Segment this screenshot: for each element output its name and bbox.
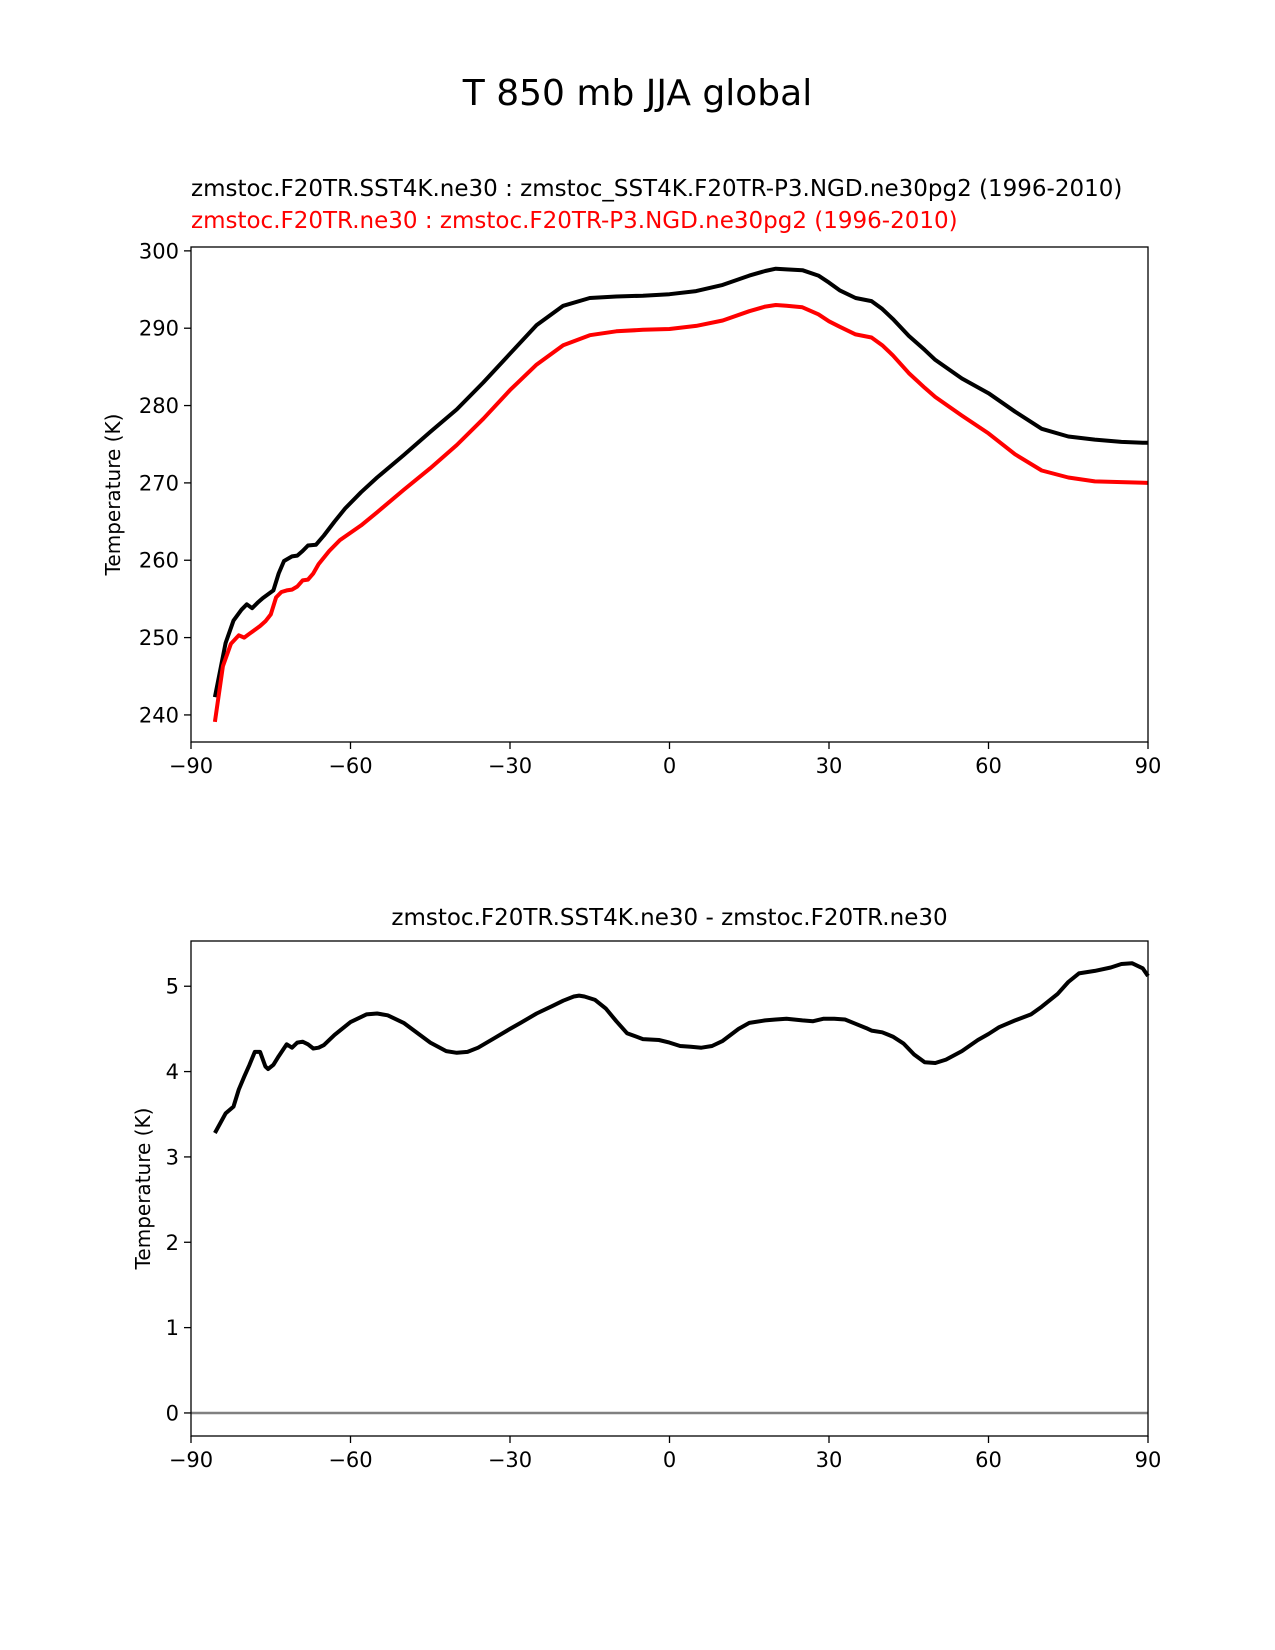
bottom-chart-y-axis-label: Temperature (K): [131, 1108, 155, 1271]
bottom-chart-y-tick-label: 0: [166, 1401, 179, 1425]
bottom-chart-x-tick-label: −60: [328, 1448, 372, 1472]
top-chart-y-tick-label: 260: [139, 549, 179, 573]
top-chart-title-test: zmstoc.F20TR.SST4K.ne30 : zmstoc_SST4K.F…: [191, 176, 1123, 202]
bottom-chart-plot-frame: [190, 940, 1149, 1437]
top-chart-y-tick-label: 270: [139, 471, 179, 495]
top-chart-series-1-line: [212, 303, 1149, 723]
top-chart-y-tick-label: 240: [139, 703, 179, 727]
bottom-chart-x-tick-label: −30: [488, 1448, 532, 1472]
top-chart-y-tick-label: 250: [139, 626, 179, 650]
bottom-chart-y-tick-label: 1: [166, 1316, 179, 1340]
top-chart-series-0-line: [212, 266, 1148, 698]
top-chart-y-tick-label: 280: [139, 394, 179, 418]
figure-title: T 850 mb JJA global: [462, 73, 813, 114]
top-chart-plot-frame: [190, 246, 1149, 743]
top-chart-x-tick-label: −90: [169, 754, 213, 778]
top-chart-x-tick-label: −60: [328, 754, 372, 778]
bottom-chart-series-0-line: [213, 961, 1150, 1134]
top-chart-x-tick-label: 90: [1135, 754, 1162, 778]
bottom-chart-y-tick-label: 5: [166, 975, 179, 999]
top-chart-x-tick-label: 0: [663, 754, 676, 778]
bottom-chart-y-tick-label: 4: [166, 1060, 179, 1084]
bottom-chart-x-tick-label: −90: [169, 1448, 213, 1472]
top-chart-y-tick-label: 290: [139, 317, 179, 341]
top-chart-y-axis-label: Temperature (K): [101, 414, 125, 577]
bottom-chart-x-tick-label: 60: [975, 1448, 1002, 1472]
bottom-chart-x-tick-label: 0: [663, 1448, 676, 1472]
top-chart-y-tick-label: 300: [139, 239, 179, 263]
bottom-chart-title: zmstoc.F20TR.SST4K.ne30 - zmstoc.F20TR.n…: [391, 905, 948, 931]
top-chart-title-reference: zmstoc.F20TR.ne30 : zmstoc.F20TR-P3.NGD.…: [191, 208, 958, 234]
bottom-chart-y-tick-label: 2: [166, 1231, 179, 1255]
top-chart-x-tick-label: 60: [975, 754, 1002, 778]
bottom-chart-axes: −90 −60 −30 0 30 60 90 0 1 2 3 4 5 Temperature (K): [131, 940, 1162, 1472]
top-chart-x-tick-label: 30: [816, 754, 843, 778]
bottom-chart-y-tick-label: 3: [166, 1145, 179, 1169]
top-chart-axes: −90 −60 −30 0 30 60 90 240 250 260 270 280 290 300 Tem…: [101, 239, 1161, 778]
bottom-chart-x-tick-label: 30: [816, 1448, 843, 1472]
top-chart-x-tick-label: −30: [488, 754, 532, 778]
bottom-chart-x-tick-label: 90: [1135, 1448, 1162, 1472]
